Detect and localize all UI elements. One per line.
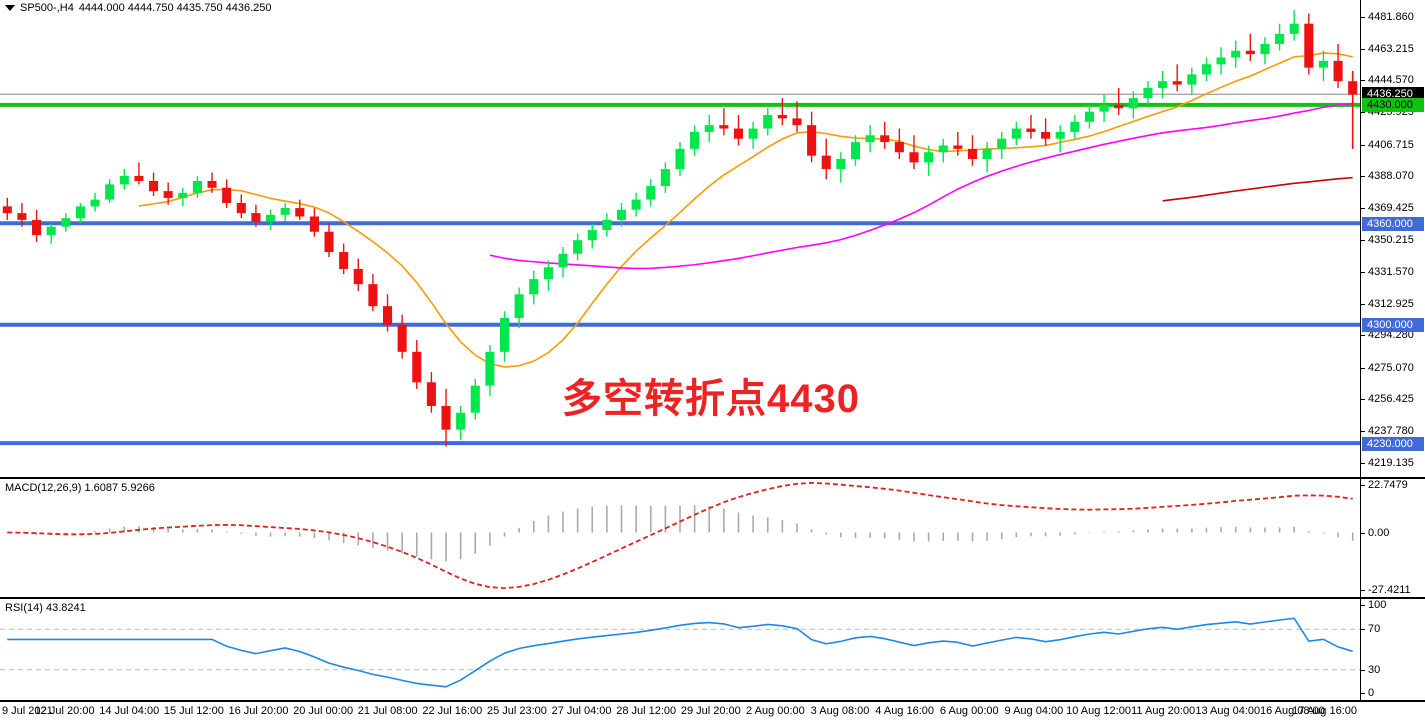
price-axis-tick: 4256.425 (1361, 393, 1414, 406)
time-axis-tick: 17 Aug 16:00 (1292, 705, 1357, 717)
price-level-badge[interactable]: 4436.250 (1362, 87, 1424, 102)
time-axis-tick: 25 Jul 23:00 (486, 705, 547, 717)
time-axis-tick: 28 Jul 12:00 (616, 705, 677, 717)
time-axis-tick: 16 Jul 20:00 (228, 705, 289, 717)
time-axis-tick: 20 Jul 00:00 (293, 705, 354, 717)
macd-axis-tick: -27.4211 (1361, 584, 1411, 597)
rsi-axis-tick: 70 (1361, 623, 1380, 636)
symbol-header[interactable]: SP500-,H4 4444.000 4444.750 4435.750 443… (0, 0, 272, 16)
rsi-axis-tick: 0 (1361, 687, 1374, 700)
price-plot-area[interactable] (0, 0, 1360, 477)
price-axis-tick: 4388.070 (1361, 170, 1414, 183)
rsi-svg (0, 617, 1360, 688)
rsi-axis-tick: 100 (1361, 599, 1386, 612)
price-level-badge[interactable]: 4300.000 (1362, 318, 1424, 333)
price-axis-tick: 4237.780 (1361, 425, 1414, 438)
price-axis-tick: 4481.860 (1361, 11, 1414, 24)
time-axis-tick: 12 Jul 20:00 (34, 705, 95, 717)
rsi-panel[interactable]: RSI(14) 43.8241 100 70 30 0 (0, 598, 1425, 701)
time-axis-tick: 6 Aug 00:00 (939, 705, 999, 717)
time-axis-tick: 13 Aug 04:00 (1195, 705, 1261, 717)
time-axis-tick: 9 Aug 04:00 (1004, 705, 1064, 717)
macd-axis-tick: 22.7479 (1361, 479, 1408, 492)
rsi-plot-area[interactable] (0, 599, 1360, 700)
time-axis-tick: 9 Jul 2021 (2, 705, 53, 717)
macd-label: MACD(12,26,9) 1.6087 5.9266 (5, 482, 155, 494)
macd-panel[interactable]: MACD(12,26,9) 1.6087 5.9266 22.7479 0.00 -… (0, 478, 1425, 598)
time-axis-tick: 10 Aug 12:00 (1066, 705, 1131, 717)
price-axis-tick: 4219.135 (1361, 457, 1414, 470)
macd-axis[interactable]: 22.7479 0.00 -27.4211 (1360, 479, 1425, 597)
chart-annotation-text: 多空转折点4430 (562, 377, 860, 421)
price-level-badge[interactable]: 4360.000 (1362, 216, 1424, 231)
time-axis-tick: 22 Jul 16:00 (422, 705, 483, 717)
time-axis-tick: 16 Aug 08:00 (1259, 705, 1325, 717)
time-axis-tick: 3 Aug 08:00 (810, 705, 870, 717)
price-chart-panel[interactable]: SP500-,H4 4444.000 4444.750 4435.750 443… (0, 0, 1425, 478)
price-axis-tick: 4350.215 (1361, 234, 1414, 247)
price-candlestick-svg (0, 10, 1360, 447)
price-axis-tick: 4312.925 (1361, 298, 1414, 311)
time-axis-tick: 2 Aug 00:00 (746, 705, 805, 717)
price-axis[interactable]: 4481.8604463.2154444.5704425.9254406.715… (1360, 0, 1425, 477)
time-axis-tick: 4 Aug 16:00 (875, 705, 935, 717)
time-axis-tick: 11 Aug 20:00 (1131, 705, 1196, 717)
price-axis-tick: 4406.715 (1361, 139, 1414, 152)
time-axis-tick: 15 Jul 12:00 (163, 705, 224, 717)
ohlc-values: 4444.000 4444.750 4435.750 4436.250 (78, 2, 272, 14)
time-axis-tick: 21 Jul 08:00 (357, 705, 418, 717)
price-axis-tick: 4369.425 (1361, 202, 1414, 215)
price-axis-tick: 4275.070 (1361, 362, 1414, 375)
rsi-axis-tick: 30 (1361, 664, 1380, 677)
macd-plot-area[interactable] (0, 479, 1360, 597)
price-level-badge[interactable]: 4430.000 (1362, 98, 1424, 113)
symbol-label: SP500-,H4 (20, 2, 74, 14)
price-level-badge[interactable]: 4230.000 (1362, 437, 1424, 452)
time-axis[interactable]: 9 Jul 2021 12 Jul 20:00 14 Jul 04:00 15 Jul… (0, 701, 1425, 723)
time-axis-tick: 29 Jul 20:00 (680, 705, 741, 717)
rsi-label: RSI(14) 43.8241 (5, 602, 86, 614)
price-axis-tick: 4331.570 (1361, 266, 1414, 279)
rsi-axis[interactable]: 100 70 30 0 (1360, 599, 1425, 700)
price-axis-tick: 4463.215 (1361, 43, 1414, 56)
time-axis-tick: 27 Jul 04:00 (551, 705, 612, 717)
chevron-down-icon[interactable] (5, 5, 15, 11)
macd-axis-tick: 0.00 (1361, 527, 1389, 540)
macd-svg (7, 481, 1354, 590)
price-axis-tick: 4444.570 (1361, 74, 1414, 87)
time-axis-tick: 14 Jul 04:00 (99, 705, 160, 717)
